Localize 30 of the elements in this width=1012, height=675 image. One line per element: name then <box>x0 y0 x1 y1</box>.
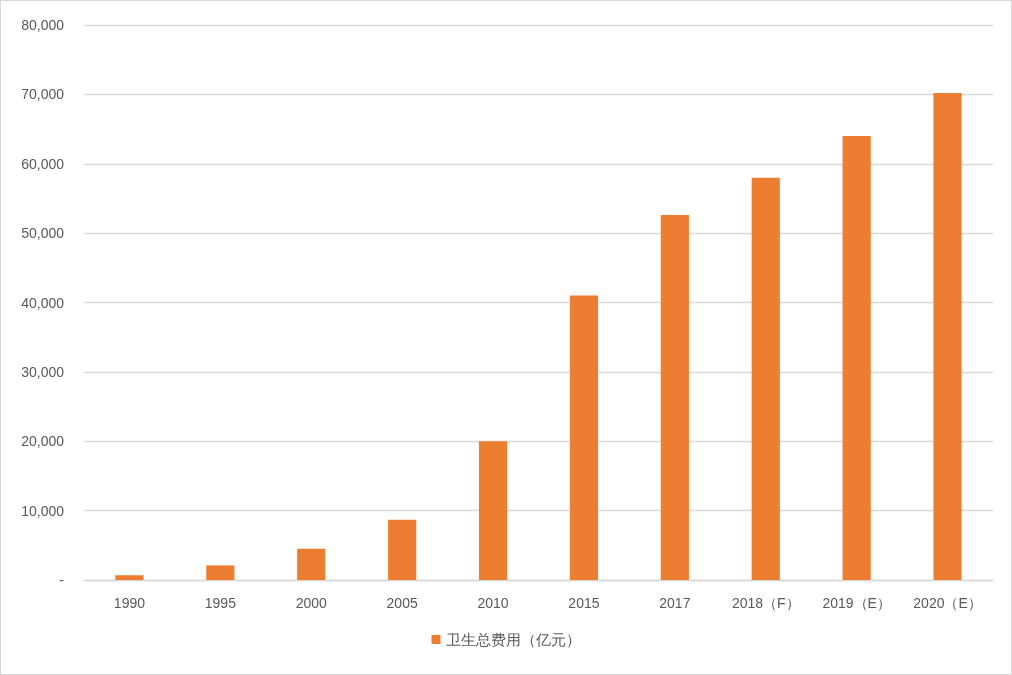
x-tick-label: 2019（E） <box>822 595 891 611</box>
x-tick-label: 2005 <box>386 595 418 611</box>
bar <box>115 575 144 580</box>
y-tick-label: 70,000 <box>21 86 65 103</box>
legend-label: 卫生总费用（亿元） <box>445 631 581 648</box>
y-tick-label: 80,000 <box>21 17 65 33</box>
bar <box>478 441 508 580</box>
x-tick-label: 1995 <box>204 595 237 611</box>
x-tick-label: 2015 <box>568 595 600 611</box>
y-tick-label: - <box>59 572 65 588</box>
x-tick-label: 2018（F） <box>731 595 800 611</box>
y-tick-label: 30,000 <box>21 363 65 380</box>
x-tick-label: 2017 <box>659 595 691 611</box>
y-tick-label: 20,000 <box>21 433 65 450</box>
bar <box>388 519 417 580</box>
y-tick-label: 50,000 <box>21 225 65 242</box>
bar <box>933 92 962 580</box>
bar <box>660 215 689 580</box>
bar <box>569 295 599 580</box>
y-tick-label: 10,000 <box>21 502 65 519</box>
x-tick-label: 2000 <box>295 595 328 611</box>
bar <box>842 136 871 580</box>
x-tick-label: 1990 <box>113 595 146 611</box>
x-tick-label: 2020（E） <box>913 595 982 611</box>
bar <box>206 565 235 580</box>
y-tick-label: 60,000 <box>21 155 65 172</box>
bar <box>751 177 780 580</box>
y-tick-label: 40,000 <box>21 294 65 311</box>
x-tick-label: 2010 <box>477 595 509 611</box>
bar <box>297 548 326 580</box>
